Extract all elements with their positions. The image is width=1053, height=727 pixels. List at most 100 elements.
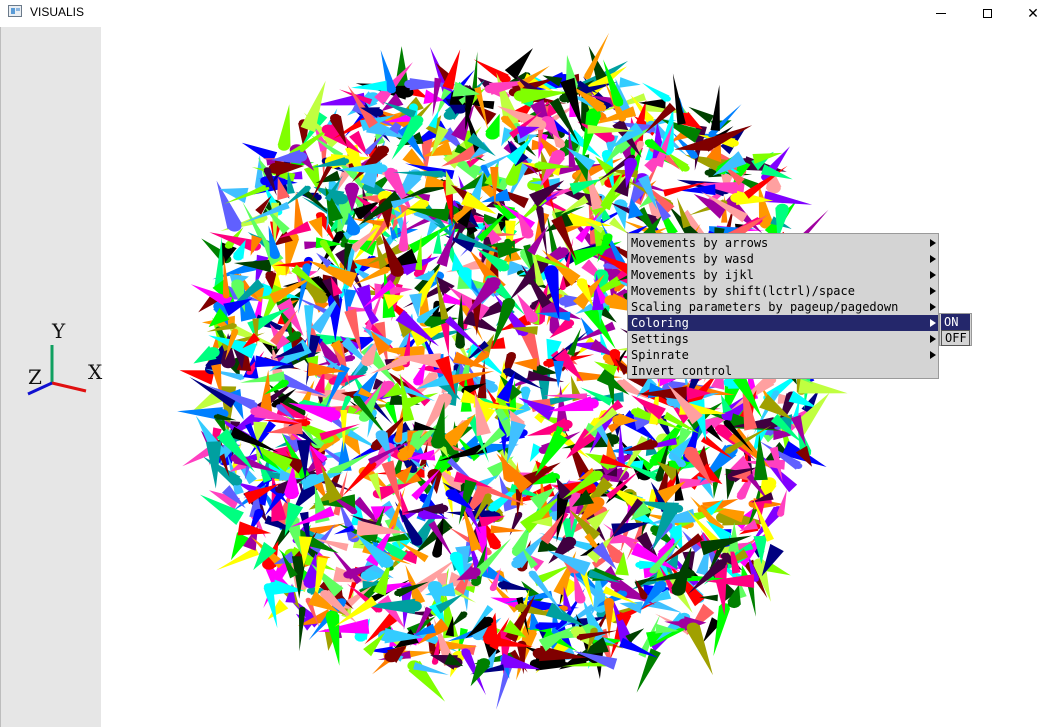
menu-item-movements-by-wasd[interactable]: Movements by wasd — [628, 251, 938, 267]
menu-item-label: Scaling parameters by pageup/pagedown — [631, 300, 899, 314]
maximize-button[interactable] — [964, 0, 1010, 27]
cone-arrow — [733, 373, 763, 419]
menu-item-scaling-parameters-by-pageup-pagedown[interactable]: Scaling parameters by pageup/pagedown — [628, 299, 938, 315]
cone-base — [723, 420, 730, 425]
cone-arrow — [288, 402, 336, 423]
menu-item-invert-control[interactable]: Invert control — [628, 363, 938, 379]
menu-item-coloring[interactable]: Coloring — [628, 315, 938, 331]
cone-arrow — [761, 543, 784, 577]
cone-arrow — [751, 492, 774, 503]
cone-arrow — [634, 576, 656, 588]
submenu-item-on[interactable]: ON — [941, 314, 970, 330]
cone-base — [488, 504, 497, 512]
close-icon: ✕ — [1027, 5, 1039, 22]
cone-arrow — [394, 465, 413, 485]
submenu-item-off[interactable]: OFF — [941, 330, 970, 346]
cone-arrow — [255, 195, 272, 215]
cone-arrow — [605, 438, 617, 461]
cone-base — [224, 243, 233, 249]
cone-arrow — [294, 191, 304, 229]
minimize-button[interactable] — [918, 0, 964, 27]
cone-base — [248, 401, 258, 409]
cone-arrow — [517, 126, 540, 139]
cone-arrow — [543, 393, 588, 400]
cone-base — [467, 567, 481, 578]
cone-arrow — [277, 372, 327, 397]
cone-arrow — [456, 232, 507, 255]
cone-arrow — [351, 283, 379, 325]
cone-arrow — [381, 460, 403, 510]
cone-base — [549, 473, 560, 481]
cone-arrow — [610, 122, 644, 149]
cone-base — [347, 225, 360, 236]
cone-arrow — [415, 234, 423, 271]
cone-arrow — [671, 546, 692, 593]
cone-arrow — [753, 535, 768, 565]
menu-item-movements-by-arrows[interactable]: Movements by arrows — [628, 235, 938, 251]
cone-arrow — [229, 426, 279, 453]
cone-arrow — [583, 303, 616, 350]
cone-arrow — [284, 465, 300, 495]
cone-arrow — [307, 362, 346, 377]
title-bar: VISUALIS ✕ — [0, 0, 1053, 27]
cone-arrow — [216, 413, 237, 421]
cone-base — [450, 551, 462, 562]
cone-base — [686, 622, 700, 633]
menu-item-settings[interactable]: Settings — [628, 331, 938, 347]
cone-arrow — [636, 376, 657, 398]
cone-arrow — [637, 174, 658, 210]
cone-base — [306, 587, 315, 594]
cone-arrow — [307, 260, 358, 288]
menu-item-movements-by-ijkl[interactable]: Movements by ijkl — [628, 267, 938, 283]
cone-base — [250, 407, 261, 416]
cone-base — [736, 493, 746, 500]
cone-arrow — [594, 361, 618, 376]
cone-arrow — [687, 559, 726, 595]
cone-arrow — [423, 141, 453, 157]
cone-arrow — [603, 59, 624, 105]
cone-arrow — [490, 525, 525, 534]
cone-base — [558, 296, 571, 306]
cone-arrow — [562, 469, 602, 500]
cone-base — [486, 277, 501, 288]
cone-base — [270, 251, 280, 259]
cone-base — [752, 576, 759, 582]
close-button[interactable]: ✕ — [1010, 0, 1053, 27]
cone-arrow — [551, 215, 577, 261]
cone-base — [485, 383, 498, 393]
cone-arrow — [504, 48, 533, 80]
cone-arrow — [619, 601, 643, 614]
cone-base — [432, 660, 438, 665]
cone-base — [602, 150, 612, 158]
cone-arrow — [700, 191, 748, 223]
cone-arrow — [496, 371, 516, 403]
cone-base — [593, 470, 603, 479]
cone-arrow — [592, 542, 617, 570]
cone-base — [231, 279, 244, 289]
cone-base — [294, 151, 308, 162]
cone-base — [255, 508, 264, 516]
cone-base — [439, 171, 446, 177]
cone-arrow — [363, 632, 386, 657]
menu-item-spinrate[interactable]: Spinrate — [628, 347, 938, 363]
cone-arrow — [277, 104, 291, 147]
cone-arrow — [568, 126, 576, 168]
cone-arrow — [189, 377, 236, 408]
cone-base — [480, 164, 487, 170]
cone-arrow — [711, 564, 728, 616]
cone-arrow — [630, 94, 654, 124]
cone-arrow — [562, 518, 579, 553]
cone-arrow — [444, 652, 464, 667]
cone-base — [380, 557, 394, 568]
cone-arrow — [219, 187, 249, 204]
cone-arrow — [394, 210, 443, 236]
cone-arrow — [587, 124, 635, 134]
cone-arrow — [463, 383, 487, 395]
cone-arrow — [619, 77, 641, 88]
cone-base — [265, 270, 276, 279]
cone-arrow — [667, 384, 703, 425]
cone-arrow — [282, 185, 310, 208]
menu-item-movements-by-shift-lctrl-space[interactable]: Movements by shift(lctrl)/space — [628, 283, 938, 299]
cone-arrow — [531, 516, 553, 527]
cone-arrow — [545, 602, 585, 627]
